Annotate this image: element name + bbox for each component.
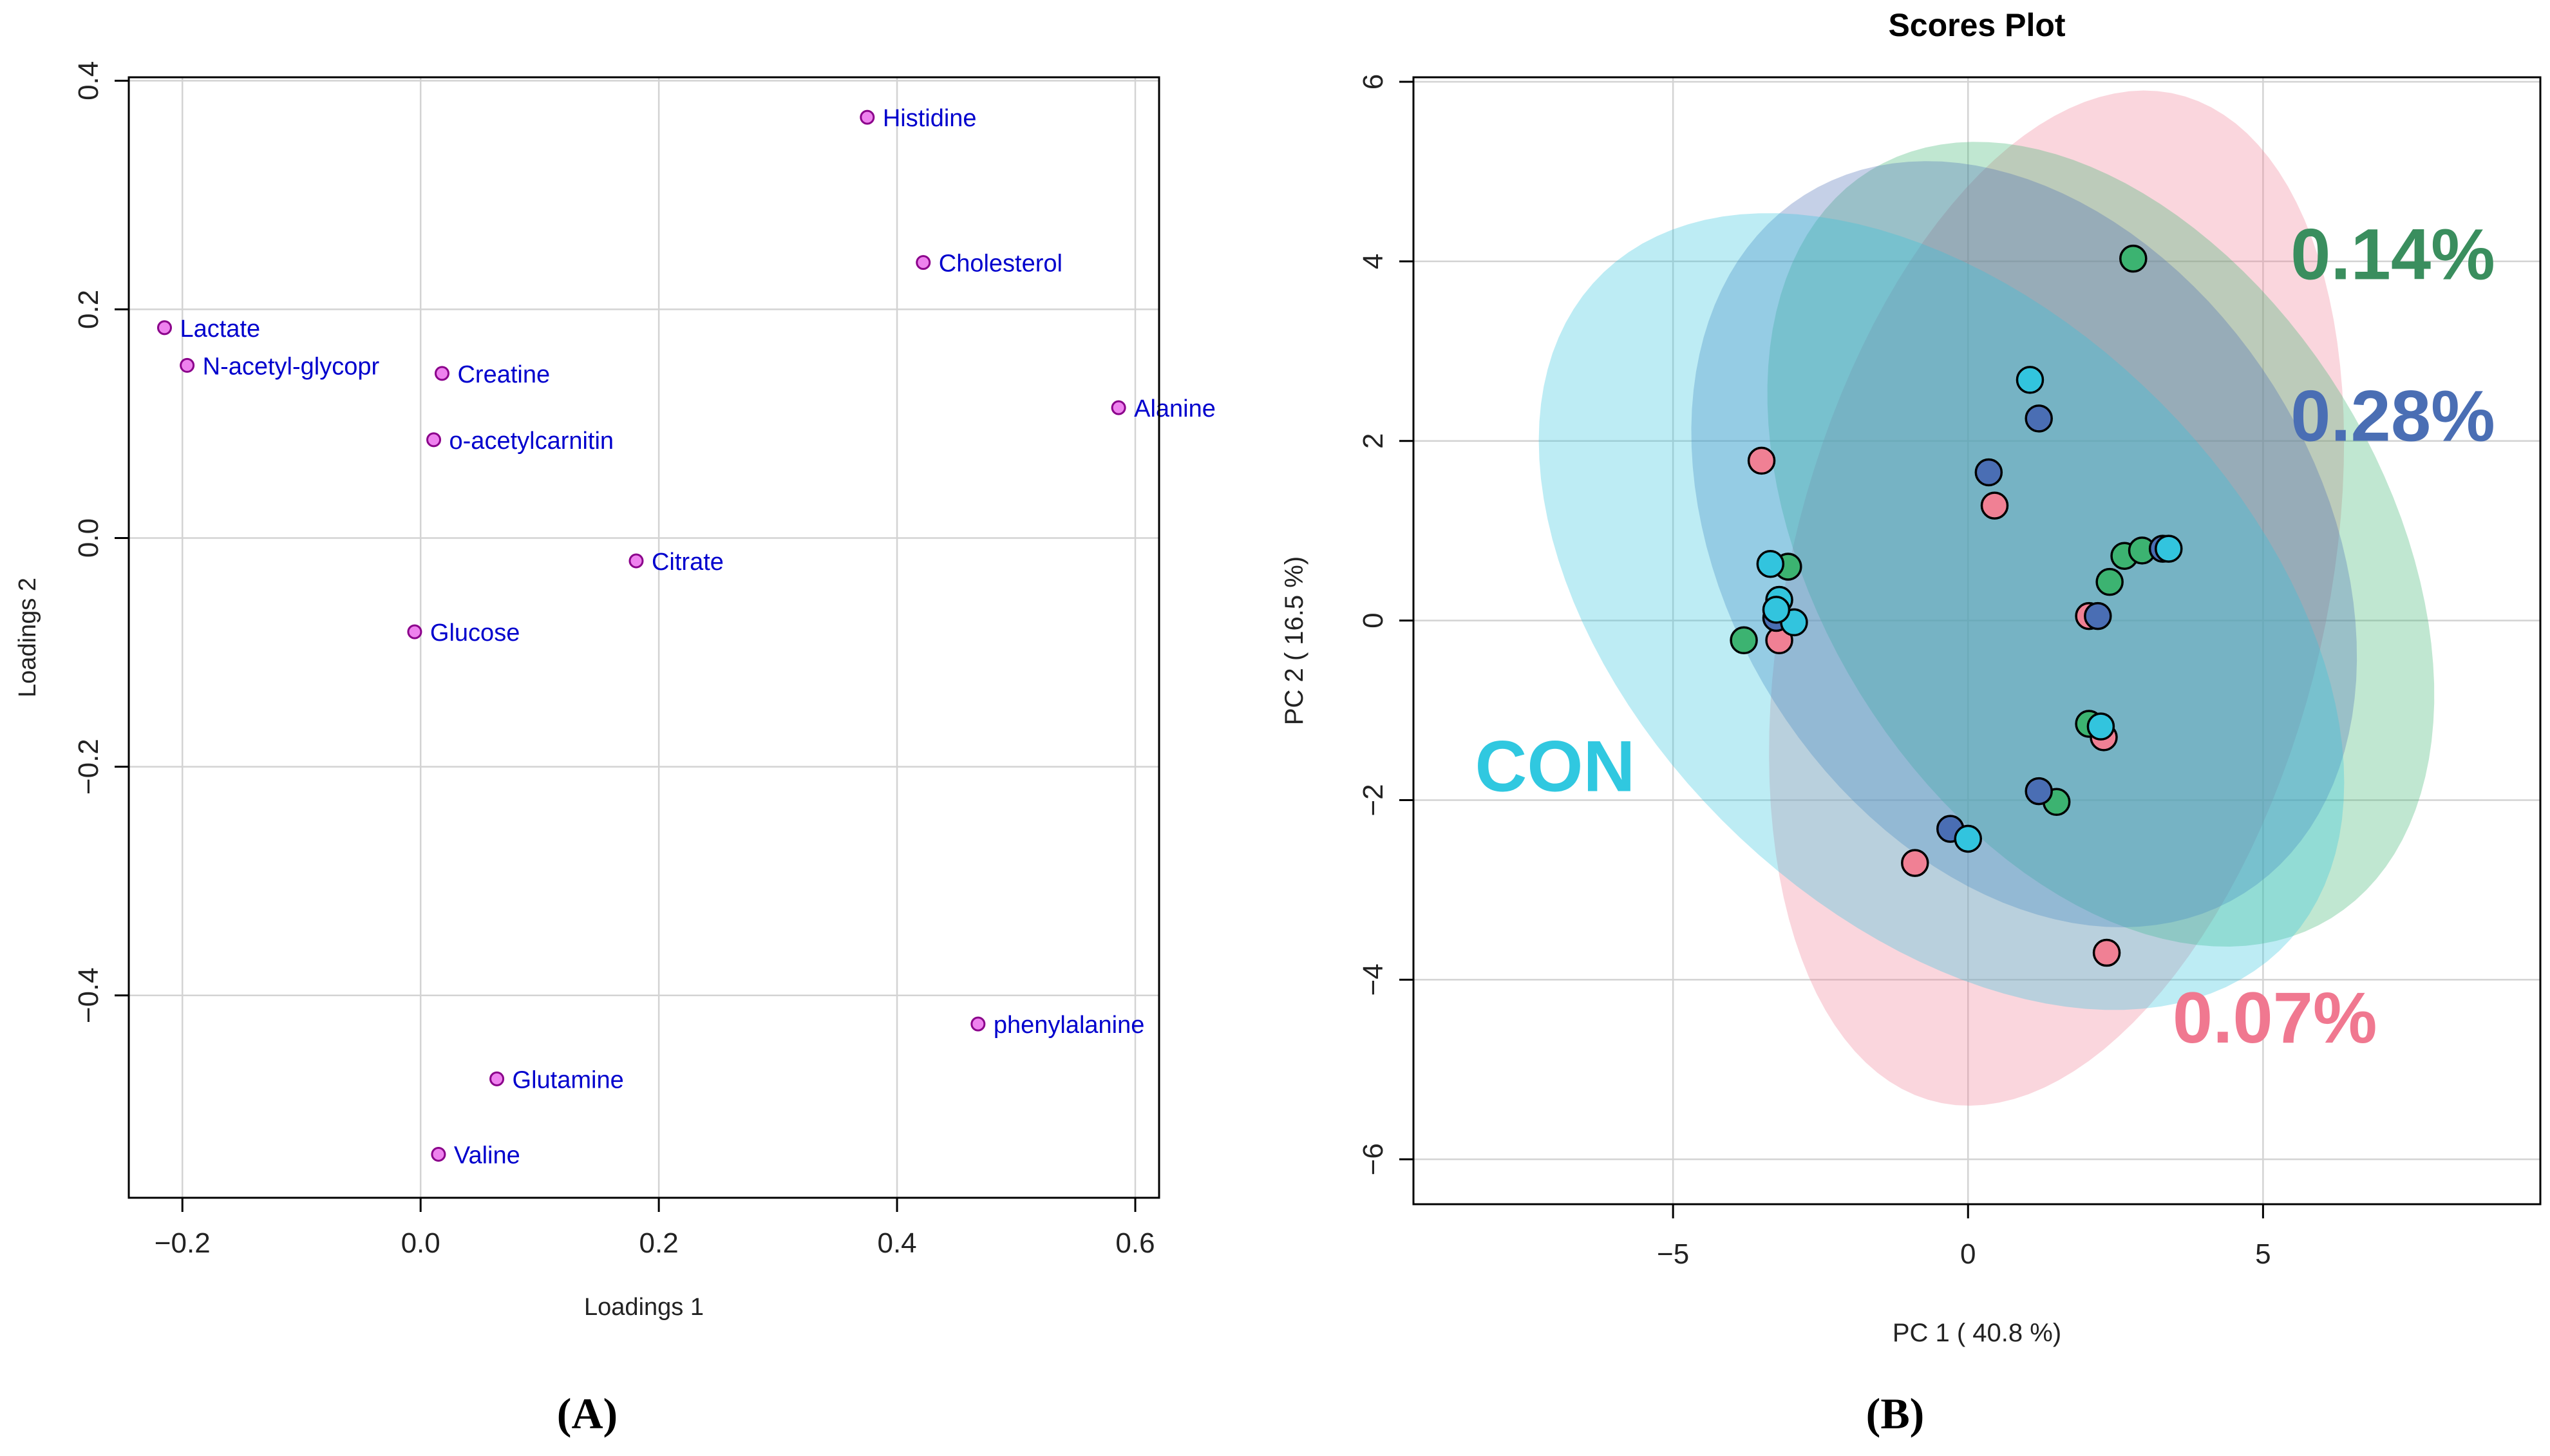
loading-point-phenylalanine	[970, 1016, 986, 1032]
score-point-con	[2016, 366, 2045, 394]
loading-point-o-acetylcarnitin	[426, 432, 442, 448]
loading-point-alanine	[1111, 400, 1126, 415]
score-point-0-28	[2025, 777, 2053, 806]
loadings-y-tick-label: −0.4	[73, 967, 104, 1023]
loadings-plot-frame	[128, 76, 1160, 1199]
loading-point-lactate	[156, 320, 172, 336]
score-point-0-07	[1901, 849, 1929, 877]
loading-label-histidine: Histidine	[883, 105, 977, 132]
scores-x-tick-label: −5	[1657, 1238, 1689, 1270]
loadings-x-axis: −0.2 0.0 0.2 0.4 0.6	[155, 1198, 1155, 1259]
score-point-con	[1762, 596, 1791, 624]
score-point-0-28	[1974, 458, 2003, 487]
loading-label-lactate: Lactate	[180, 316, 260, 343]
loading-label-alanine: Alanine	[1134, 395, 1216, 422]
group-label-0-28: 0.28%	[2290, 376, 2495, 457]
loading-label-creatine: Creatine	[457, 361, 550, 388]
loading-label-glutamine: Glutamine	[513, 1066, 624, 1093]
loading-label-cholesterol: Cholesterol	[939, 251, 1062, 278]
loading-label-o-acetylcarnitin: o-acetylcarnitin	[449, 428, 614, 455]
loadings-y-tick-label: −0.2	[73, 739, 104, 795]
loadings-plot: Histidine Cholesterol Lactate N-acetyl-glyc…	[14, 61, 1216, 1321]
scores-x-tick-label: 5	[2255, 1238, 2271, 1270]
loadings-x-axis-label: Loadings 1	[584, 1294, 704, 1321]
loadings-x-tick-label: 0.0	[401, 1227, 440, 1259]
group-label-0-07: 0.07%	[2173, 978, 2377, 1058]
score-point-0-14	[2095, 567, 2124, 596]
loadings-x-tick-label: 0.4	[877, 1227, 916, 1259]
loading-label-n-acetyl-glycopr: N-acetyl-glycopr	[203, 353, 380, 380]
score-point-0-07	[1747, 446, 1776, 475]
score-point-con	[1954, 824, 1983, 853]
scores-x-axis: −5 0 5	[1657, 1204, 2271, 1270]
ellipse-0-28	[1691, 161, 2357, 928]
loadings-y-tick-label: 0.4	[73, 61, 104, 100]
score-point-con	[2155, 534, 2183, 563]
loadings-x-tick-label: 0.6	[1115, 1227, 1155, 1259]
scores-plot-title: Scores Plot	[1888, 7, 2065, 43]
loading-point-citrate	[628, 553, 644, 569]
scores-y-tick-label: −4	[1357, 963, 1389, 996]
group-label-con: CON	[1475, 726, 1635, 807]
scores-x-axis-label: PC 1 ( 40.8 %)	[1893, 1319, 2061, 1347]
loadings-grid	[129, 77, 1159, 1198]
scores-y-axis: −6 −4 −2 0 2 4 6	[1357, 74, 1413, 1175]
scores-y-tick-label: 2	[1357, 433, 1389, 448]
loading-point-cholesterol	[916, 255, 931, 270]
scores-y-tick-label: 6	[1357, 74, 1389, 90]
loading-point-creatine	[434, 366, 449, 381]
scores-plot: Scores Plot 0.07% 0.14% 0.28% CON −5 0 5 −6 −4…	[1280, 7, 2542, 1347]
ellipse-con	[1538, 213, 2345, 1010]
loading-label-phenylalanine: phenylalanine	[994, 1012, 1145, 1039]
loadings-plot-area	[129, 77, 1159, 1198]
ellipse-0-14	[1767, 142, 2435, 947]
scores-plot-frame	[1412, 76, 2542, 1205]
scores-y-tick-label: −6	[1357, 1143, 1389, 1175]
loadings-y-tick-label: 0.2	[73, 290, 104, 329]
scores-x-tick-label: 0	[1960, 1238, 1976, 1270]
scores-y-tick-label: 0	[1357, 612, 1389, 628]
loading-point-valine	[431, 1147, 446, 1162]
scores-grid	[1413, 77, 2540, 1204]
loadings-x-tick-label: 0.2	[639, 1227, 679, 1259]
loadings-y-axis: −0.4 −0.2 0.0 0.2 0.4	[73, 61, 129, 1023]
scores-plot-area: 0.07% 0.14% 0.28% CON	[1413, 77, 2540, 1204]
loading-label-glucose: Glucose	[430, 619, 520, 647]
loading-label-valine: Valine	[454, 1142, 520, 1169]
loadings-y-tick-label: 0.0	[73, 518, 104, 558]
scores-y-tick-label: 4	[1357, 254, 1389, 269]
score-point-0-28	[2025, 404, 2053, 433]
score-point-0-07	[2092, 938, 2121, 967]
score-point-0-14	[2119, 244, 2148, 273]
score-point-0-14	[1730, 626, 1758, 655]
scores-group-labels: 0.07% 0.14% 0.28% CON	[1475, 214, 2495, 1058]
loading-point-glucose	[407, 624, 422, 639]
panel-label-b: (B)	[1866, 1389, 1925, 1438]
score-point-0-28	[2084, 601, 2112, 630]
scores-points	[1730, 244, 2183, 967]
score-point-con	[1756, 550, 1785, 578]
loading-point-n-acetyl-glycopr	[180, 357, 195, 373]
loadings-y-axis-label: Loadings 2	[14, 578, 41, 697]
loadings-points: Histidine Cholesterol Lactate N-acetyl-glyc…	[156, 105, 1216, 1169]
loading-point-glutamine	[489, 1071, 505, 1086]
scores-y-tick-label: −2	[1357, 784, 1389, 816]
panel-label-a: (A)	[557, 1389, 618, 1438]
loadings-x-tick-label: −0.2	[155, 1227, 211, 1259]
group-label-0-14: 0.14%	[2290, 214, 2495, 295]
score-point-0-07	[1980, 491, 2009, 520]
loading-point-histidine	[860, 109, 875, 125]
score-point-con	[2086, 712, 2115, 741]
loading-label-citrate: Citrate	[652, 549, 724, 576]
scores-y-axis-label: PC 2 ( 16.5 %)	[1280, 556, 1308, 725]
